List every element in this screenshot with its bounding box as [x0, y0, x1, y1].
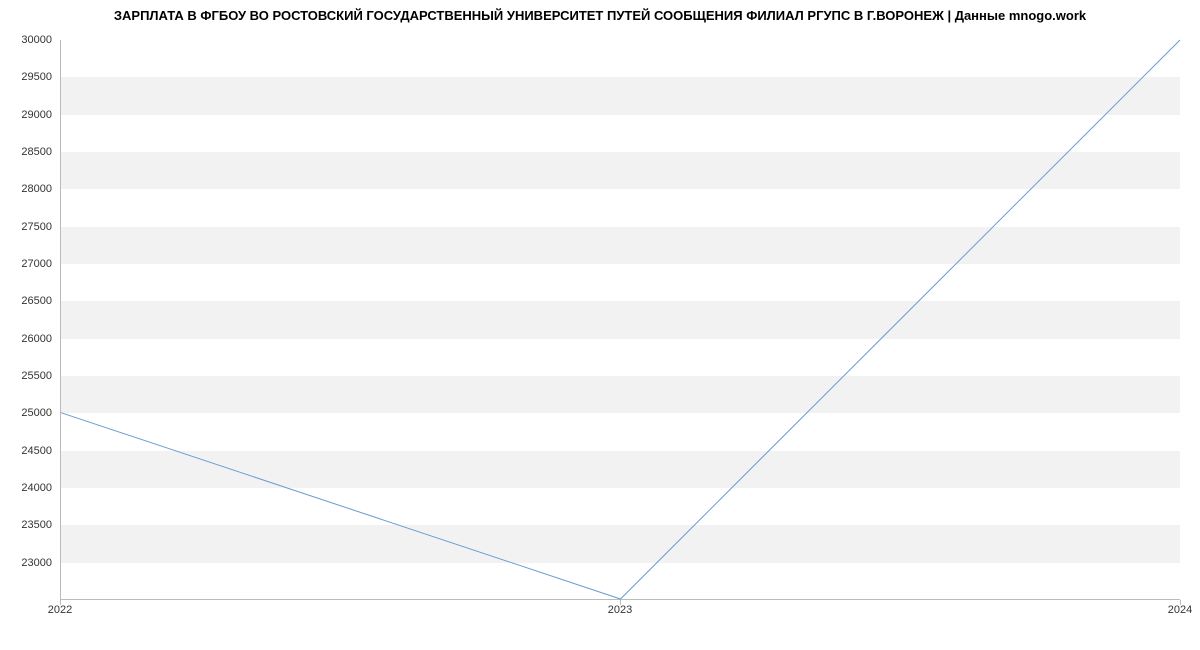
y-tick-label: 26000 — [4, 333, 52, 345]
series-line — [61, 40, 1180, 599]
y-tick-label: 28500 — [4, 146, 52, 158]
y-tick-label: 27000 — [4, 258, 52, 270]
y-tick-label: 24000 — [4, 482, 52, 494]
chart-title: ЗАРПЛАТА В ФГБОУ ВО РОСТОВСКИЙ ГОСУДАРСТ… — [0, 8, 1200, 23]
x-tick-label: 2022 — [48, 604, 72, 616]
y-tick-label: 30000 — [4, 34, 52, 46]
y-tick-label: 27500 — [4, 221, 52, 233]
plot-area — [60, 40, 1180, 600]
y-tick-label: 26500 — [4, 295, 52, 307]
x-tick-label: 2023 — [608, 604, 632, 616]
y-tick-label: 25000 — [4, 407, 52, 419]
x-tick-label: 2024 — [1168, 604, 1192, 616]
y-tick-label: 29500 — [4, 71, 52, 83]
y-tick-label: 23500 — [4, 519, 52, 531]
salary-line-chart: ЗАРПЛАТА В ФГБОУ ВО РОСТОВСКИЙ ГОСУДАРСТ… — [0, 0, 1200, 650]
line-series — [61, 40, 1180, 599]
y-tick-label: 24500 — [4, 445, 52, 457]
y-tick-label: 25500 — [4, 370, 52, 382]
y-tick-label: 29000 — [4, 109, 52, 121]
y-tick-label: 23000 — [4, 557, 52, 569]
y-tick-label: 28000 — [4, 183, 52, 195]
